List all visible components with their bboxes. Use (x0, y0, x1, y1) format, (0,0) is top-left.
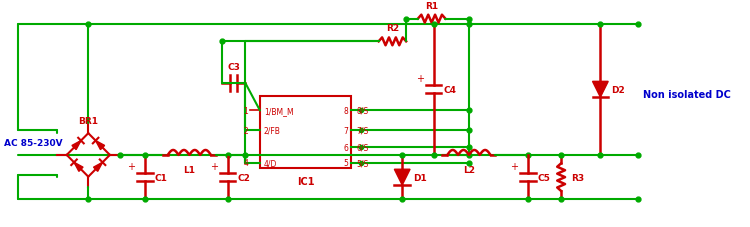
Polygon shape (74, 163, 83, 172)
Text: R1: R1 (425, 2, 438, 11)
Text: C2: C2 (238, 173, 250, 182)
Polygon shape (592, 82, 608, 98)
Text: 7/S: 7/S (356, 126, 368, 135)
Polygon shape (94, 163, 103, 172)
Text: +: + (128, 161, 136, 171)
Polygon shape (394, 170, 410, 185)
Text: D2: D2 (611, 85, 625, 94)
Text: L2: L2 (463, 165, 475, 174)
Text: 1/BM_M: 1/BM_M (264, 106, 293, 116)
Text: 6: 6 (344, 143, 348, 152)
Text: L1: L1 (183, 165, 195, 174)
Text: +: + (510, 161, 518, 171)
Bar (260, 96, 351, 168)
Text: 5/S: 5/S (356, 159, 368, 168)
Polygon shape (72, 141, 81, 150)
Text: +: + (210, 161, 218, 171)
Text: IC1: IC1 (297, 176, 314, 186)
Text: C5: C5 (538, 173, 550, 182)
Text: C4: C4 (443, 85, 457, 94)
Text: 2: 2 (244, 126, 248, 135)
Text: 4: 4 (243, 159, 248, 168)
Text: D1: D1 (413, 173, 427, 182)
Text: 8: 8 (344, 106, 348, 116)
Text: 7: 7 (344, 126, 348, 135)
Text: 1: 1 (244, 106, 248, 116)
Polygon shape (95, 141, 105, 150)
Text: Non isolated DC: Non isolated DC (643, 90, 730, 100)
Text: 5: 5 (344, 159, 348, 168)
Text: 2/FB: 2/FB (264, 126, 280, 135)
Text: R2: R2 (386, 24, 399, 33)
Text: BR1: BR1 (78, 117, 98, 126)
Text: 6/S: 6/S (356, 143, 368, 152)
Text: AC 85-230V: AC 85-230V (4, 138, 62, 147)
Text: R3: R3 (571, 173, 584, 182)
Text: C1: C1 (155, 173, 168, 182)
Text: C3: C3 (227, 63, 240, 72)
Text: +: + (416, 74, 424, 84)
Text: 8/S: 8/S (356, 106, 368, 116)
Text: 4/D: 4/D (264, 159, 278, 168)
